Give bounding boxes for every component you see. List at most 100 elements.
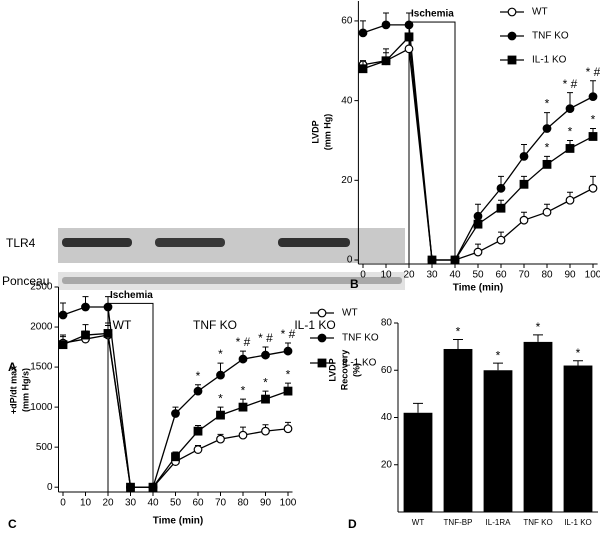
row-label: Ponceau [2,274,49,288]
significance-label: * # [258,331,273,345]
significance-label: * [218,347,223,361]
x-tick-label: 40 [449,270,461,281]
marker [193,386,203,396]
y-tick-label: 40 [341,95,353,106]
marker [283,346,293,356]
significance-label: * # [281,327,296,341]
significance-label: * # [586,65,600,79]
error-bar [453,339,463,349]
marker [261,394,270,404]
x-axis-label: Time (min) [453,283,503,294]
x-tick-label: 80 [541,270,553,281]
marker [358,28,368,38]
panel-letter: B [350,277,359,291]
panel-letter: A [8,360,17,374]
y-tick-label: 1500 [30,362,53,373]
x-tick-label: 20 [403,270,415,281]
marker [565,104,575,113]
marker [507,31,517,41]
blot-band [155,238,225,247]
bar [483,370,513,512]
panel-letter: D [348,517,357,531]
marker [404,32,414,42]
y-tick-label: 40 [381,412,393,423]
significance-label: * [218,391,223,405]
marker [193,445,203,454]
marker [507,55,517,65]
y-axis-label: LVDP [327,358,337,381]
marker [565,195,575,205]
marker [496,203,506,213]
marker [103,302,113,312]
marker [507,7,517,17]
marker [542,124,552,133]
marker [358,64,368,74]
marker [496,183,506,193]
marker [381,20,391,30]
marker [519,179,529,189]
marker [193,426,203,436]
significance-label: * [576,346,581,360]
x-tick-label: 70 [215,498,227,509]
x-tick-label: 60 [192,498,204,509]
marker [588,132,598,141]
x-tick-label: 10 [80,498,92,509]
y-tick-label: 60 [341,16,353,27]
marker [317,308,327,318]
y-axis-label: (%) [351,363,361,377]
significance-label: * [568,125,573,139]
marker [404,44,414,54]
marker [216,434,225,444]
marker [261,350,270,360]
legend-label: WT [342,308,358,319]
marker [473,219,483,229]
blot-band [278,238,350,247]
marker [238,354,248,364]
ischemia-box [107,302,154,493]
x-tick-label: 0 [360,270,366,281]
x-tick-label: 100 [585,270,600,281]
x-tick-label: 0 [60,498,66,509]
significance-label: * [263,375,268,389]
marker [126,482,135,492]
x-tick-label: WT [412,518,425,527]
x-tick-label: 30 [125,498,137,509]
y-tick-label: 80 [381,318,393,329]
row-label: TLR4 [6,236,36,250]
significance-label: * [456,325,461,339]
error-bar [533,334,543,342]
bar [563,365,593,512]
error-bar [573,360,583,366]
lane-label: IL-1 KO [294,318,335,332]
significance-label: * [545,141,550,155]
annotation: Ischemia [110,290,153,301]
marker [238,402,248,412]
marker [519,152,529,161]
significance-label: * [496,348,501,362]
x-tick-label: 20 [102,498,114,509]
marker [542,207,552,217]
y-tick-label: 0 [347,255,353,266]
ponceau-band [62,277,402,284]
marker [238,430,248,440]
y-tick-label: 0 [47,482,53,493]
marker [81,302,90,312]
ischemia-box [408,21,456,265]
marker [473,247,483,257]
x-tick-label: 50 [170,498,182,509]
y-axis-label: (mm Hg) [322,114,332,151]
marker [58,340,68,350]
marker [450,255,460,265]
panel-letter: C [8,517,17,531]
marker [81,330,90,340]
significance-label: * [286,367,291,381]
significance-label: * [591,113,596,127]
marker [565,144,575,153]
annotation: Ischemia [411,9,454,20]
y-tick-label: 2500 [30,282,53,293]
blot-band [62,238,132,247]
marker [58,310,68,320]
x-tick-label: 90 [260,498,272,509]
y-axis-label: LVDP [310,120,320,143]
y-tick-label: 2000 [30,322,53,333]
